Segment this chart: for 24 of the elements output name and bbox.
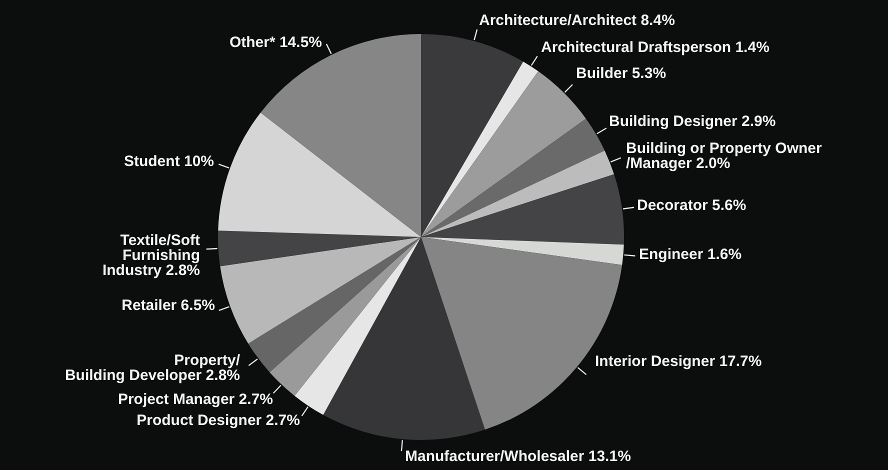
- pie-slice: [248, 237, 421, 372]
- slice-label: Architecture/Architect 8.4%: [479, 12, 675, 29]
- pie-slice: [220, 237, 421, 344]
- pie-slice: [421, 150, 614, 237]
- slice-label: Retailer 6.5%: [122, 297, 215, 314]
- slice-label: Builder 5.3%: [576, 65, 666, 82]
- slice-label: Project Manager 2.7%: [118, 391, 273, 408]
- slice-label: Other* 14.5%: [229, 34, 322, 51]
- slice-label: Building or Property Owner /Manager 2.0%: [626, 140, 822, 172]
- pie-slice: [421, 118, 605, 237]
- pie-slice: [218, 230, 421, 266]
- slice-label: Architectural Draftsperson 1.4%: [541, 39, 770, 56]
- slice-label: Property/ Building Developer 2.8%: [64, 352, 241, 384]
- slice-label: Manufacturer/Wholesaler 13.1%: [405, 448, 631, 465]
- pie-slice: [294, 237, 421, 415]
- slice-label: Engineer 1.6%: [639, 246, 742, 263]
- slice-label: Product Designer 2.7%: [136, 412, 300, 429]
- slice-label: Decorator 5.6%: [637, 197, 746, 214]
- pie-slice: [421, 237, 624, 265]
- slice-label: Interior Designer 17.7%: [595, 353, 762, 370]
- slice-label: Textile/Soft Furnishing Industry 2.8%: [102, 232, 200, 279]
- slice-label: Building Designer 2.9%: [609, 113, 776, 130]
- slice-label: Student 10%: [124, 153, 214, 170]
- pie-slice: [218, 112, 421, 237]
